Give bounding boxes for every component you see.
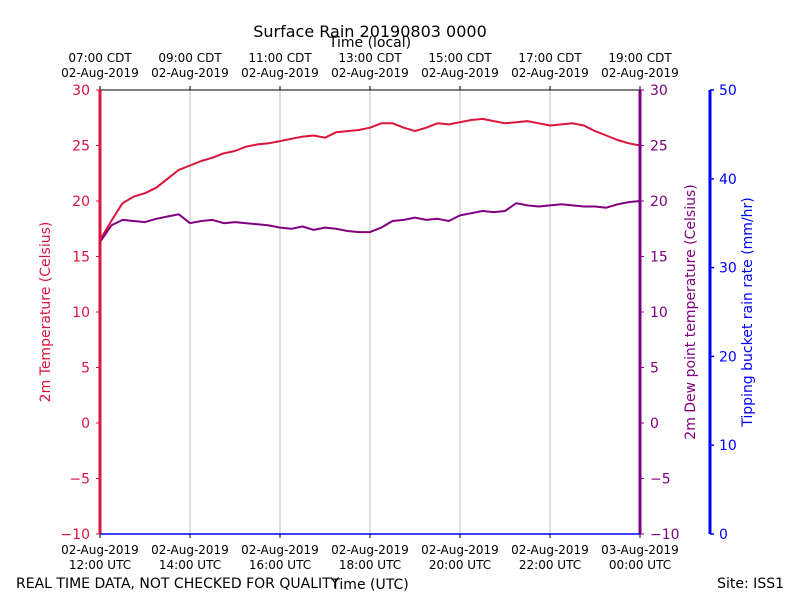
- x-tick-label-date: 02-Aug-2019: [331, 543, 409, 557]
- x-tick-label-date: 02-Aug-2019: [511, 543, 589, 557]
- grid-lines: [189, 90, 551, 534]
- temperature-series-line: [99, 117, 641, 241]
- x-tick-label-time: 22:00 UTC: [519, 558, 581, 572]
- x2-tick-label-date: 02-Aug-2019: [601, 66, 679, 80]
- top-axis-label: Time (local): [328, 35, 411, 51]
- x-tick-label-time: 00:00 UTC: [609, 558, 671, 572]
- y2-tick-label: 15: [650, 250, 668, 266]
- dewpoint-series-line: [99, 200, 641, 243]
- y3-tick-label: 0: [719, 527, 728, 543]
- x-tick-label-date: 02-Aug-2019: [241, 543, 319, 557]
- x2-tick-label-time: 15:00 CDT: [428, 51, 492, 65]
- y-tick-label: −5: [69, 472, 90, 488]
- x2-tick-label-date: 02-Aug-2019: [421, 66, 499, 80]
- site-label: Site: ISS1: [717, 576, 784, 592]
- x2-tick-label-date: 02-Aug-2019: [511, 66, 589, 80]
- y2-tick-label: 10: [650, 305, 668, 321]
- y2-tick-label: 5: [650, 361, 659, 377]
- x2-tick-label-time: 11:00 CDT: [248, 51, 312, 65]
- x-tick-label-time: 14:00 UTC: [159, 558, 221, 572]
- x-tick-label-date: 02-Aug-2019: [61, 543, 139, 557]
- y2-tick-label: 25: [650, 139, 668, 155]
- x2-tick-label-time: 19:00 CDT: [608, 51, 672, 65]
- y2-tick-label: 20: [650, 194, 668, 210]
- x2-tick-label-time: 09:00 CDT: [158, 51, 222, 65]
- y-axis-label: 2m Temperature (Celsius): [38, 222, 54, 403]
- x-tick-label-date: 02-Aug-2019: [421, 543, 499, 557]
- chart-title: Surface Rain 20190803 0000: [253, 22, 487, 41]
- y-tick-label: 25: [72, 139, 90, 155]
- y3-tick-label: 50: [719, 83, 737, 99]
- x-tick-label-time: 12:00 UTC: [69, 558, 131, 572]
- x2-tick-label-date: 02-Aug-2019: [151, 66, 229, 80]
- quality-disclaimer: REAL TIME DATA, NOT CHECKED FOR QUALITY: [16, 576, 340, 592]
- x-tick-label-time: 16:00 UTC: [249, 558, 311, 572]
- y3-tick-label: 30: [719, 261, 737, 277]
- x-tick-label-date: 02-Aug-2019: [151, 543, 229, 557]
- x2-tick-label-date: 02-Aug-2019: [331, 66, 409, 80]
- y3-tick-label: 10: [719, 438, 737, 454]
- x2-tick-label-date: 02-Aug-2019: [241, 66, 319, 80]
- y2-axis-label: 2m Dew point temperature (Celsius): [683, 184, 699, 439]
- x-tick-label-time: 20:00 UTC: [429, 558, 491, 572]
- x-tick-label-date: 03-Aug-2019: [601, 543, 679, 557]
- x2-tick-label-time: 07:00 CDT: [68, 51, 132, 65]
- x2-tick-label-date: 02-Aug-2019: [61, 66, 139, 80]
- y-tick-label: −10: [60, 527, 90, 543]
- x2-tick-label-time: 13:00 CDT: [338, 51, 402, 65]
- series-layer: [99, 117, 641, 243]
- y3-tick-label: 40: [719, 172, 737, 188]
- y-tick-label: 5: [81, 361, 90, 377]
- y-tick-label: 20: [72, 194, 90, 210]
- x-axis-label: Time (UTC): [330, 577, 408, 593]
- y2-tick-label: 30: [650, 83, 668, 99]
- y-tick-label: 30: [72, 83, 90, 99]
- y-tick-label: 15: [72, 250, 90, 266]
- y3-tick-label: 20: [719, 349, 737, 365]
- y2-tick-label: 0: [650, 416, 659, 432]
- y2-tick-label: −10: [650, 527, 680, 543]
- y3-axis-label: Tipping bucket rain rate (mm/hr): [740, 197, 756, 427]
- x-tick-label-time: 18:00 UTC: [339, 558, 401, 572]
- x2-tick-label-time: 17:00 CDT: [518, 51, 582, 65]
- y-tick-label: 0: [81, 416, 90, 432]
- y2-tick-label: −5: [650, 472, 671, 488]
- y-tick-label: 10: [72, 305, 90, 321]
